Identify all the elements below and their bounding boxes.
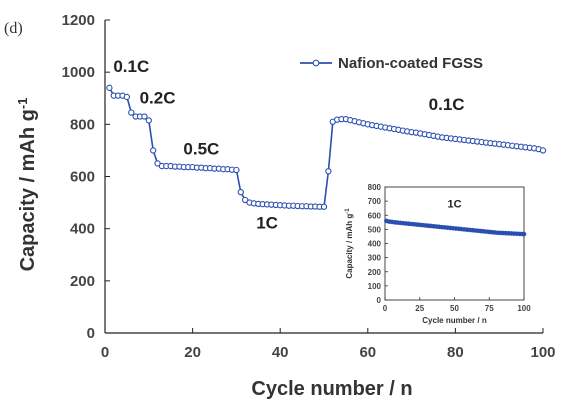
y-tick-label: 200 bbox=[70, 273, 95, 290]
legend-label: Nafion-coated FGSS bbox=[338, 55, 483, 72]
x-tick-label: 0 bbox=[101, 344, 109, 361]
legend-marker bbox=[312, 59, 320, 67]
panel-label: (d) bbox=[4, 20, 23, 37]
inset-y-tick-label: 400 bbox=[368, 240, 382, 249]
inset-x-tick-label: 50 bbox=[450, 304, 459, 313]
inset-plot: 0 100 200 300 400 500 600 700 800 0 25 50 75 100 Cycle… bbox=[345, 183, 531, 325]
y-tick-label: 600 bbox=[70, 169, 95, 186]
data-point bbox=[233, 166, 240, 174]
rate-annotation: 0.1C bbox=[429, 95, 465, 114]
y-tick-label: 400 bbox=[70, 221, 95, 238]
inset-rate-annotation: 1C bbox=[447, 198, 461, 210]
inset-x-tick-label: 100 bbox=[517, 304, 531, 313]
data-point bbox=[128, 109, 135, 116]
inset-y-tick-label: 700 bbox=[368, 197, 382, 206]
data-point bbox=[539, 147, 547, 154]
rate-annotation: 0.1C bbox=[113, 57, 149, 76]
data-point bbox=[242, 196, 249, 204]
y-axis-title: Capacity / mAh g-1 bbox=[15, 98, 40, 272]
y-tick-label: 1000 bbox=[62, 64, 95, 81]
inset-y-tick-label: 200 bbox=[368, 268, 382, 277]
inset-frame bbox=[384, 186, 525, 301]
data-point bbox=[145, 117, 152, 124]
data-point bbox=[320, 203, 328, 210]
x-tick-label: 100 bbox=[530, 344, 555, 361]
rate-annotation: 1C bbox=[256, 214, 278, 233]
x-tick-label: 60 bbox=[359, 344, 376, 361]
inset-x-tick-label: 25 bbox=[415, 304, 424, 313]
data-point bbox=[237, 188, 244, 196]
y-tick-label: 1200 bbox=[62, 12, 95, 29]
x-axis-title: Cycle number / n bbox=[251, 378, 412, 400]
data-point bbox=[325, 168, 332, 175]
inset-data-point bbox=[521, 231, 527, 237]
inset-y-tick-label: 100 bbox=[368, 282, 382, 291]
x-tick-label: 20 bbox=[184, 344, 201, 361]
inset-y-tick-label: 800 bbox=[368, 183, 382, 192]
y-tick-label: 0 bbox=[87, 325, 95, 342]
inset-y-axis-title: Capacity / mAh g-1 bbox=[345, 208, 354, 279]
rate-annotation: 0.5C bbox=[183, 139, 219, 158]
data-point bbox=[150, 147, 157, 154]
data-point bbox=[141, 113, 148, 120]
y-tick-label: 800 bbox=[70, 116, 95, 133]
inset-y-tick-label: 600 bbox=[368, 211, 382, 220]
x-tick-label: 40 bbox=[272, 344, 289, 361]
data-point bbox=[154, 160, 161, 167]
rate-annotation: 0.2C bbox=[140, 88, 176, 107]
inset-y-tick-label: 0 bbox=[377, 296, 382, 305]
data-point bbox=[106, 84, 113, 91]
data-point bbox=[123, 93, 131, 101]
inset-x-tick-label: 0 bbox=[383, 304, 388, 313]
x-tick-label: 80 bbox=[447, 344, 464, 361]
inset-x-axis-title: Cycle number / n bbox=[422, 316, 487, 325]
inset-y-tick-label: 500 bbox=[368, 225, 382, 234]
inset-y-tick-label: 300 bbox=[368, 254, 382, 263]
inset-x-tick-label: 75 bbox=[485, 304, 494, 313]
